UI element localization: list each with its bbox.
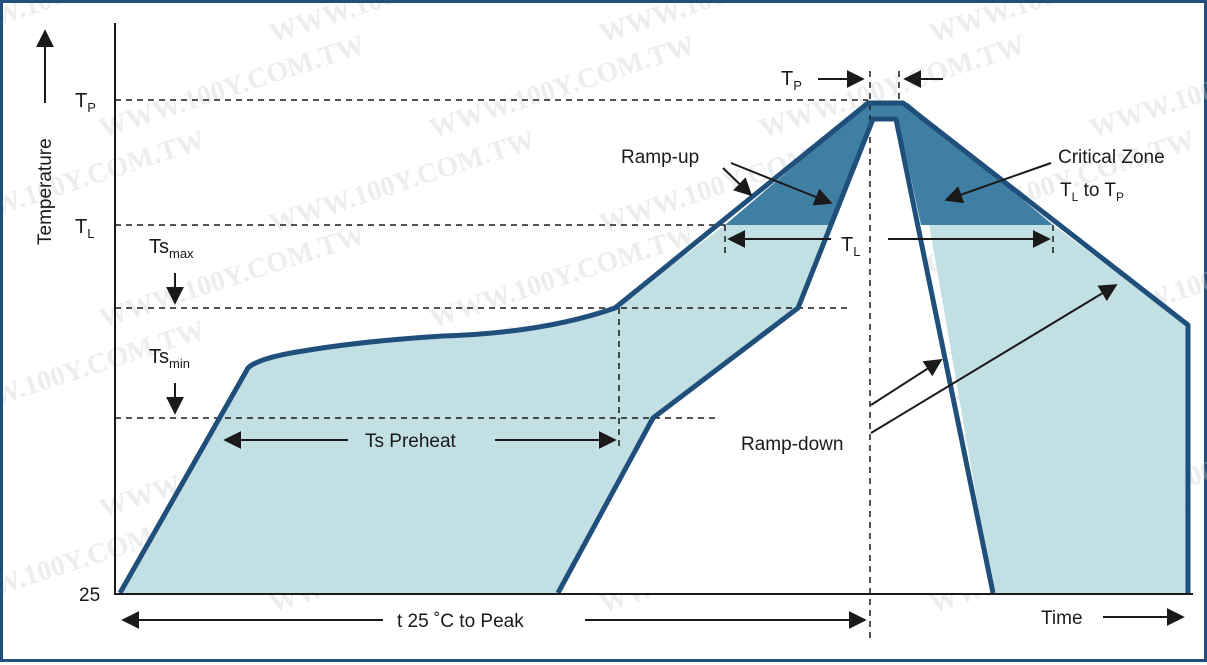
upper-profile-curve <box>117 100 1191 595</box>
watermark-text: WWW.100Y.COM.TW <box>426 30 699 145</box>
tl-window-label: TL <box>841 234 860 259</box>
y-axis-title: Temperature <box>35 138 56 245</box>
upper-profile-fill <box>120 103 1188 593</box>
time-to-peak-label: t 25 ˚C to Peak <box>397 611 524 632</box>
critical-range-label: TL to TP <box>1060 180 1124 204</box>
ramp-down-label: Ramp-down <box>741 434 843 455</box>
tsmax-level-label: Tsmax <box>149 236 194 261</box>
watermark-text: WWW.100Y.COM.TW <box>266 125 539 240</box>
watermark-text: WWW.100Y.COM.TW <box>96 30 369 145</box>
preheat-label: Ts Preheat <box>365 431 457 452</box>
ramp-up-label: Ramp-up <box>621 147 699 168</box>
critical-zone-label: Critical Zone <box>1058 147 1165 168</box>
critical-zone-arrow <box>944 162 1052 204</box>
tp-window-label: TP <box>781 68 802 93</box>
ramp-down-arrow-2 <box>870 284 1118 434</box>
watermark-text: WWW.100Y.COM.TW <box>596 3 869 50</box>
ramp-down-arrow-1 <box>870 359 943 406</box>
x-axis-title: Time <box>1041 608 1083 629</box>
watermark-text: WWW.100Y.COM.TW <box>3 3 209 50</box>
watermark-text: WWW.100Y.COM.TW <box>96 220 369 335</box>
watermark-text: WWW.100Y.COM.TW <box>926 3 1199 50</box>
tl-level-label: TL <box>75 216 94 241</box>
reflow-profile-diagram: WWW.100Y.COM.TW WWW.100Y.COM.TW WWW.100Y.C… <box>3 3 1207 643</box>
tp-level-label: TP <box>75 90 96 115</box>
center-gap-fill <box>558 119 993 593</box>
ramp-up-arrow-2 <box>730 162 833 206</box>
lower-profile-curve <box>555 116 996 595</box>
ramp-up-arrow-1 <box>722 167 753 197</box>
watermark-text: WWW.100Y.COM.TW <box>266 3 539 50</box>
tsmin-level-label: Tsmin <box>149 346 190 371</box>
ambient-level-label: 25 <box>79 585 100 606</box>
